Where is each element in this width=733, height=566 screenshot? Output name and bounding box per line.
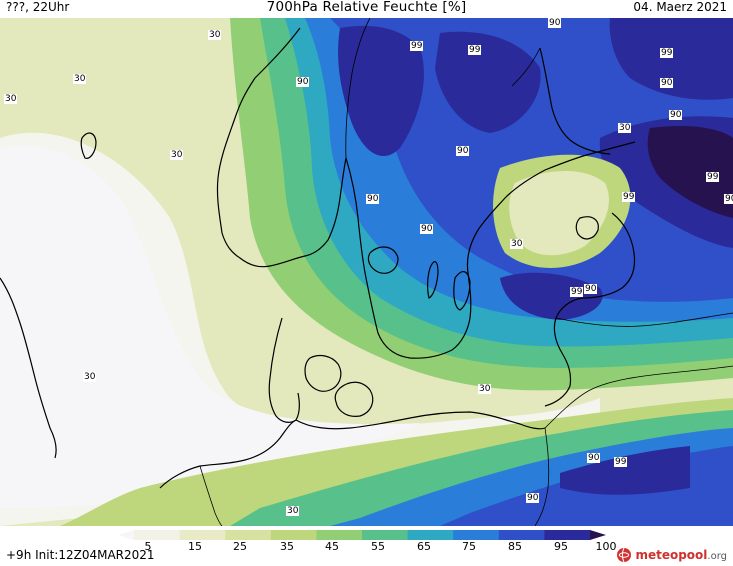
contour-label-90: 90: [584, 284, 598, 294]
humidity-zone-navy-northeast: [609, 18, 733, 100]
saaremaa: [575, 216, 599, 240]
legend-tick-label: 35: [280, 540, 294, 553]
netherlands-coast: [159, 419, 297, 489]
contour-label-90: 90: [456, 146, 470, 156]
contour-label-90: 90: [366, 194, 380, 204]
zealand: [334, 381, 374, 417]
contour-label-30: 30: [170, 150, 184, 160]
contour-label-30: 30: [4, 94, 18, 104]
legend-tick-label: 75: [462, 540, 476, 553]
humidity-zone-purple-east: [647, 126, 733, 218]
map-canvas: [0, 18, 733, 526]
legend-swatch: [316, 530, 363, 540]
contour-label-30: 30: [83, 372, 97, 382]
humidity-zone-navy-west: [338, 25, 424, 157]
contour-label-99: 99: [468, 45, 482, 55]
sweden-coast: [345, 141, 636, 359]
contour-label-99: 99: [614, 457, 628, 467]
legend-colorbar: [118, 530, 606, 540]
legend-tick-label: 85: [508, 540, 522, 553]
poland-border: [544, 365, 733, 429]
contour-label-90: 90: [669, 110, 683, 120]
globe-icon: [617, 547, 632, 563]
legend-swatch: [134, 530, 181, 540]
legend-swatch: [544, 530, 591, 540]
contour-label-99: 99: [622, 192, 636, 202]
german-coast: [295, 411, 546, 430]
humidity-zone-navy-center: [435, 31, 541, 134]
legend-tick-label: 100: [595, 540, 617, 553]
init-time: +9h Init:12Z04MAR2021: [6, 548, 155, 562]
humidity-map: 30 30 30 30 30 30 30 30 30 90 90 90 90 9…: [0, 18, 733, 526]
legend-swatch: [362, 530, 409, 540]
contour-label-90: 90: [587, 453, 601, 463]
jutland-coast: [268, 317, 300, 423]
contour-label-90: 90: [660, 78, 674, 88]
contour-label-30: 30: [286, 506, 300, 516]
legend-swatch: [498, 530, 545, 540]
vanern: [367, 246, 399, 274]
legend-tick-label: 55: [371, 540, 385, 553]
country-borders: [199, 18, 733, 526]
contour-label-90: 90: [296, 77, 310, 87]
finland-coast: [539, 47, 611, 155]
legend-tick-label: 5: [144, 540, 152, 553]
contour-label-99: 99: [570, 287, 584, 297]
contour-label-30: 30: [618, 123, 632, 133]
norway-coast: [216, 27, 347, 268]
baltic-states-coast: [544, 212, 636, 407]
legend-tick-label: 15: [188, 540, 202, 553]
contour-label-30: 30: [510, 239, 524, 249]
contour-label-30: 30: [208, 30, 222, 40]
legend-tick-label: 25: [233, 540, 247, 553]
danish-islands: [304, 354, 342, 392]
legend-cap-left: [118, 530, 134, 540]
shetland: [80, 132, 97, 159]
legend-tick-label: 95: [554, 540, 568, 553]
legend-swatch: [407, 530, 454, 540]
gotland: [453, 271, 471, 311]
legend-swatch: [453, 530, 500, 540]
contour-label-90: 90: [724, 194, 733, 204]
baltic-borders: [555, 312, 733, 327]
valid-time: ???, 22Uhr: [6, 0, 70, 14]
humidity-zone-dry-baltic-core: [509, 170, 609, 256]
coastlines: [0, 27, 636, 489]
legend-cap-right: [590, 530, 606, 540]
benelux-border: [199, 465, 223, 526]
contour-label-99: 99: [410, 41, 424, 51]
map-title: 700hPa Relative Feuchte [%]: [266, 0, 467, 15]
legend-tick-label: 45: [325, 540, 339, 553]
contour-label-90: 90: [548, 18, 562, 28]
valid-date: 04. Maerz 2021: [633, 0, 727, 14]
sweden-finland-border: [511, 47, 541, 87]
contour-label-90: 90: [526, 493, 540, 503]
color-legend: 5 15 25 35 45 55 65 75 85 95 100: [0, 526, 733, 566]
contour-label-90: 90: [420, 224, 434, 234]
contour-label-99: 99: [706, 172, 720, 182]
map-header: ???, 22Uhr 700hPa Relative Feuchte [%] 0…: [0, 0, 733, 18]
meteopool-logo[interactable]: meteopool.org: [616, 547, 727, 563]
contour-label-99: 99: [660, 48, 674, 58]
norway-sweden-border: [345, 18, 371, 159]
legend-swatch: [179, 530, 226, 540]
contour-label-30: 30: [73, 74, 87, 84]
legend-tick-label: 65: [417, 540, 431, 553]
brand-name: meteopool.org: [635, 548, 727, 562]
legend-swatch: [270, 530, 317, 540]
oland: [427, 261, 439, 299]
humidity-zone-white-core: [0, 145, 420, 508]
contour-label-30: 30: [478, 384, 492, 394]
humidity-zone-darkest-south: [560, 446, 690, 495]
legend-swatch: [225, 530, 272, 540]
uk-coast: [0, 277, 57, 459]
humidity-zone-navy-baltic: [500, 272, 603, 320]
germany-poland-border: [534, 427, 550, 526]
